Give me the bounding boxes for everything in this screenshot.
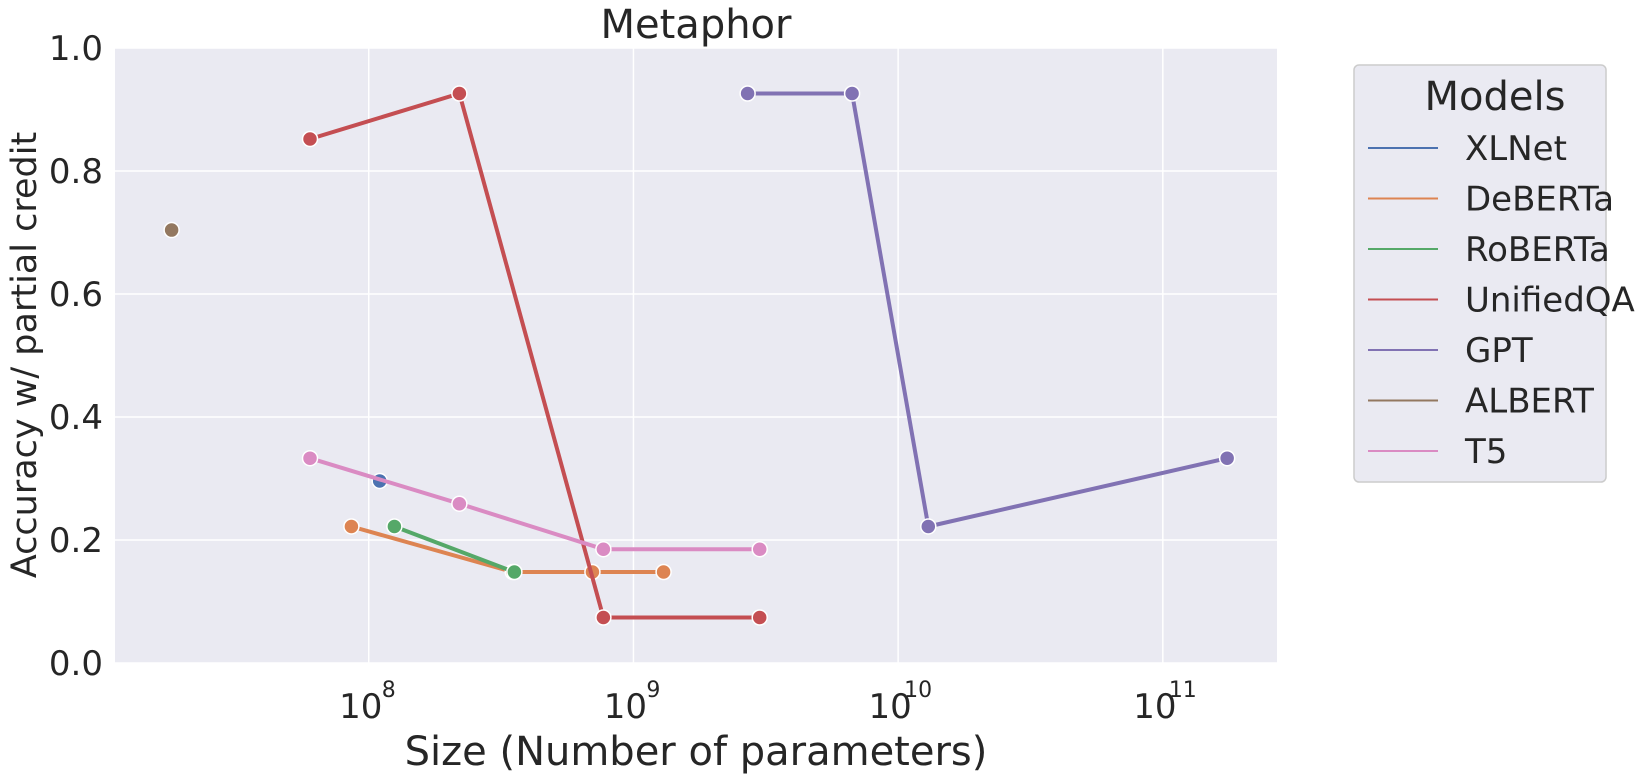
- series-line: [745, 91, 1230, 529]
- legend-item-xlnet: XLNet: [1368, 129, 1567, 169]
- y-tick-label: 0.0: [49, 644, 103, 684]
- legend-label: GPT: [1465, 331, 1533, 371]
- data-point: [343, 518, 360, 535]
- legend-item-deberta: DeBERTa: [1368, 180, 1614, 220]
- series-line: [349, 524, 666, 574]
- x-tick-exponent: 10: [904, 678, 932, 703]
- data-point: [506, 563, 523, 581]
- series-roberta: [386, 518, 523, 581]
- series-gpt: [739, 85, 1236, 535]
- x-axis-label: Size (Number of parameters): [405, 729, 988, 775]
- y-tick-label: 0.2: [49, 521, 103, 561]
- y-tick-label: 0.6: [49, 275, 103, 315]
- legend-label: T5: [1464, 432, 1507, 472]
- data-point: [739, 85, 756, 102]
- legend-item-albert: ALBERT: [1368, 382, 1594, 422]
- x-tick-base: 10: [868, 687, 911, 727]
- data-point: [451, 495, 468, 512]
- legend-item-t5: T5: [1368, 432, 1507, 472]
- data-point: [1218, 449, 1236, 467]
- series-line: [392, 524, 517, 574]
- legend: Models XLNet DeBERTa RoBERTa UnifiedQA GPT AL…: [1353, 64, 1635, 483]
- series-t5: [301, 449, 768, 558]
- data-point: [751, 609, 768, 626]
- data-point: [451, 85, 468, 102]
- data-point: [751, 540, 768, 558]
- data-point: [301, 449, 319, 467]
- legend-title: Models: [1425, 74, 1566, 120]
- data-point: [595, 609, 612, 626]
- y-ticks: 0.0 0.2 0.4 0.6 0.8 1.0: [49, 29, 103, 684]
- plot-area: [115, 48, 1277, 663]
- x-tick-base: 10: [604, 687, 647, 727]
- legend-label: RoBERTa: [1465, 230, 1610, 270]
- x-tick-base: 10: [1133, 687, 1176, 727]
- legend-label: ALBERT: [1465, 382, 1594, 422]
- series-line: [308, 456, 762, 552]
- x-tick-label: 10 8: [339, 678, 396, 727]
- legend-box: [1353, 64, 1607, 483]
- legend-items: XLNet DeBERTa RoBERTa UnifiedQA GPT ALBERT T5: [1368, 129, 1635, 472]
- y-tick-label: 0.8: [49, 152, 103, 192]
- data-point: [301, 130, 319, 148]
- series-albert: [163, 221, 180, 239]
- data-point: [920, 518, 937, 535]
- grid: [115, 47, 1277, 664]
- series-line: [308, 91, 762, 620]
- x-tick-exponent: 8: [382, 678, 396, 703]
- data-point: [386, 518, 403, 535]
- data-point: [843, 85, 861, 102]
- data-point: [595, 540, 612, 558]
- chart-title: Metaphor: [601, 2, 793, 48]
- y-tick-label: 0.4: [49, 398, 103, 438]
- x-tick-exponent: 9: [646, 678, 660, 703]
- legend-label: XLNet: [1465, 129, 1567, 169]
- legend-item-gpt: GPT: [1368, 331, 1533, 371]
- series-layer: [163, 85, 1236, 626]
- x-tick-exponent: 11: [1169, 678, 1197, 703]
- legend-label: DeBERTa: [1465, 180, 1614, 220]
- legend-label: UnifiedQA: [1465, 281, 1635, 321]
- y-axis-label: Accuracy w/ partial credit: [5, 132, 45, 578]
- data-point: [655, 563, 672, 581]
- x-tick-label: 10 9: [604, 678, 661, 727]
- legend-item-roberta: RoBERTa: [1368, 230, 1610, 270]
- legend-item-unifiedqa: UnifiedQA: [1368, 281, 1635, 321]
- series-unifiedqa: [301, 85, 768, 626]
- data-point: [163, 221, 180, 239]
- x-tick-base: 10: [339, 687, 382, 727]
- y-tick-label: 1.0: [49, 29, 103, 69]
